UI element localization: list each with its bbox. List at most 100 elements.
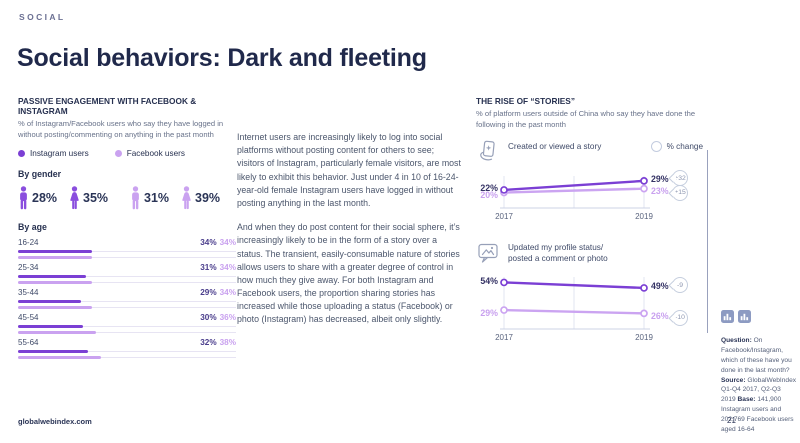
base-text: 141,900 Instagram users and 202,769 Face… <box>721 396 794 434</box>
facebook-bar <box>18 355 236 360</box>
age-row: 35-44 29% 34% <box>18 288 236 310</box>
start-value-instagram: 22% <box>480 183 498 194</box>
stat-instagram-male: 28% <box>18 185 69 211</box>
age-category: 35-44 <box>18 288 39 298</box>
pct-change-badge: +15 <box>672 184 688 201</box>
story-chart-block-1: Created or viewed a story % change 22% 2… <box>476 139 703 226</box>
age-bar-chart: 16-24 34% 34% 25-34 31% 34% 35-44 29% 34% 4… <box>18 238 236 360</box>
stat-value: 35% <box>83 191 109 206</box>
panel-heading: THE RISE OF “STORIES” <box>476 96 575 106</box>
facebook-bar <box>18 305 236 310</box>
facebook-value: 34% <box>219 288 236 298</box>
x-axis-year: 2019 <box>635 333 653 343</box>
pct-change-legend: % change <box>650 141 703 153</box>
x-axis-year: 2019 <box>635 212 653 222</box>
panel-subheading: % of Instagram/Facebook users who say th… <box>18 119 224 139</box>
stat-value: 39% <box>195 191 221 206</box>
source-text: GlobalWebIndex Q1-Q4 2017, Q2-Q3 2019 <box>721 376 797 404</box>
age-row: 25-34 31% 34% <box>18 263 236 285</box>
age-category: 45-54 <box>18 313 39 323</box>
instagram-bar <box>18 349 236 354</box>
instagram-value: 30% <box>200 313 217 323</box>
by-gender-label: By gender <box>18 169 62 180</box>
stat-value: 28% <box>32 191 58 206</box>
story-phone-icon <box>476 139 502 168</box>
bar-chart-icon <box>738 310 751 328</box>
x-axis-year: 2017 <box>495 212 513 222</box>
facebook-value: 38% <box>219 338 236 348</box>
instagram-value: 29% <box>200 288 217 298</box>
status-bubble-icon <box>476 240 502 269</box>
page-number: 21 <box>727 416 736 425</box>
male-person-icon <box>18 185 29 211</box>
pct-change-badge: +32 <box>672 170 688 187</box>
source-label: Source: <box>721 376 746 384</box>
age-category: 55-64 <box>18 338 39 348</box>
end-value-instagram: 49% <box>651 281 669 292</box>
instagram-value: 31% <box>200 263 217 273</box>
legend-label: Facebook users <box>126 149 185 159</box>
instagram-value: 32% <box>200 338 217 348</box>
instagram-bar <box>18 299 236 304</box>
start-value-facebook: 20% <box>480 190 498 201</box>
gender-pictograph: 28% 35% 31% 39% <box>18 185 236 211</box>
chart-label: Updated my profile status/ posted a comm… <box>508 243 608 264</box>
facebook-bar <box>18 255 236 260</box>
pct-change-label: % change <box>666 142 703 152</box>
pct-change-badge: -9 <box>672 277 688 294</box>
stat-facebook-male: 31% <box>130 185 181 211</box>
question-label: Question: <box>721 337 752 344</box>
end-value-facebook: 26% <box>651 311 669 322</box>
body-paragraph-2: And when they do post content for their … <box>237 222 460 325</box>
instagram-value: 34% <box>200 238 217 248</box>
line-plot <box>500 277 650 330</box>
facebook-value: 34% <box>219 238 236 248</box>
stat-facebook-female: 39% <box>181 185 232 211</box>
bar-chart-icon <box>721 310 734 328</box>
instagram-bar <box>18 249 236 254</box>
stories-panel: THE RISE OF “STORIES” % of platform user… <box>476 96 703 347</box>
question-text: On Facebook/Instagram, which of these ha… <box>721 337 792 374</box>
change-ring-icon <box>650 141 662 153</box>
female-person-icon <box>69 185 80 211</box>
line-chart-status: 54% 29% 49% 26% -9 -10 2017 2019 <box>476 275 703 347</box>
panel-subheading: % of platform users outside of China who… <box>476 109 696 129</box>
stat-instagram-female: 35% <box>69 185 120 211</box>
source-notes: Question: On Facebook/Instagram, which o… <box>721 310 797 435</box>
base-label: Base: <box>737 396 756 404</box>
facebook-legend-dot <box>114 150 122 158</box>
passive-engagement-panel: PASSIVE ENGAGEMENT WITH FACEBOOK & INSTA… <box>18 96 236 363</box>
instagram-bar <box>18 324 236 329</box>
stat-value: 31% <box>144 191 170 206</box>
site-url[interactable]: globalwebindex.com <box>18 417 92 426</box>
body-text-column: Internet users are increasingly likely t… <box>237 131 463 338</box>
male-person-icon <box>130 185 141 211</box>
vertical-divider <box>707 150 708 333</box>
instagram-bar <box>18 274 236 279</box>
facebook-bar <box>18 280 236 285</box>
body-paragraph-1: Internet users are increasingly likely t… <box>237 132 461 208</box>
instagram-legend-dot <box>18 150 25 158</box>
by-age-label: By age <box>18 222 47 233</box>
pct-change-badge: -10 <box>672 309 688 326</box>
facebook-value: 36% <box>219 313 236 323</box>
age-row: 16-24 34% 34% <box>18 238 236 260</box>
panel-heading: PASSIVE ENGAGEMENT WITH FACEBOOK & INSTA… <box>18 96 197 116</box>
line-chart-stories: 22% 20% 29% 23% +32 +15 2017 2019 <box>476 170 703 226</box>
facebook-value: 34% <box>219 263 236 273</box>
facebook-bar <box>18 330 236 335</box>
age-category: 25-34 <box>18 263 39 273</box>
legend-label: Instagram users <box>30 149 89 159</box>
series-legend: Instagram users Facebook users <box>18 149 236 158</box>
page-title: Social behaviors: Dark and fleeting <box>17 44 427 72</box>
start-value-facebook: 29% <box>480 307 498 318</box>
x-axis-year: 2017 <box>495 333 513 343</box>
methodology-note: Question: On Facebook/Instagram, which o… <box>721 336 797 435</box>
legend-item-facebook: Facebook users <box>114 149 185 159</box>
age-row: 45-54 30% 36% <box>18 313 236 335</box>
end-value-facebook: 23% <box>651 186 669 197</box>
line-plot <box>500 176 650 209</box>
section-eyebrow: SOCIAL <box>19 12 66 22</box>
end-value-instagram: 29% <box>651 174 669 185</box>
female-person-icon <box>181 185 192 211</box>
